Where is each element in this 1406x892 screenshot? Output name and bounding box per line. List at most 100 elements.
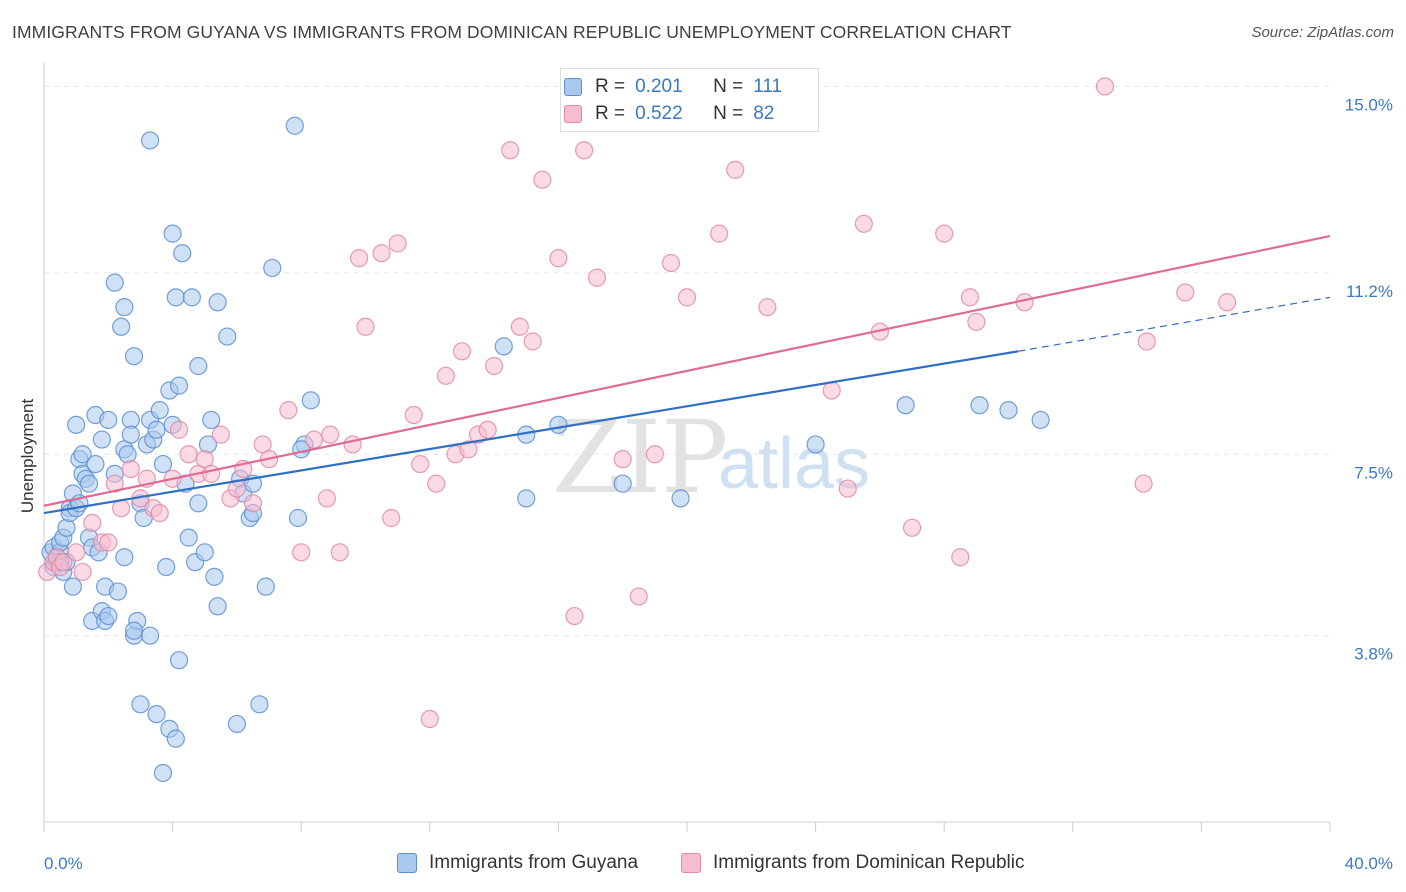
point-dominican-75 bbox=[951, 548, 970, 567]
point-dominican-76 bbox=[960, 288, 980, 307]
trend-line-dominican bbox=[43, 234, 1331, 507]
point-dominican-43 bbox=[411, 454, 430, 474]
point-guyana-71 bbox=[173, 244, 192, 263]
point-guyana-21 bbox=[73, 445, 92, 464]
point-dominican-74 bbox=[935, 224, 954, 243]
point-guyana-99 bbox=[494, 337, 513, 356]
series-dominican bbox=[38, 77, 1237, 729]
point-dominican-82 bbox=[1176, 283, 1195, 302]
point-dominican-23 bbox=[211, 425, 230, 444]
grid-lines bbox=[44, 86, 1330, 637]
bottom-legend-guyana: Immigrants from Guyana bbox=[397, 852, 638, 874]
point-dominican-53 bbox=[501, 141, 520, 160]
point-dominican-77 bbox=[967, 312, 986, 331]
point-guyana-37 bbox=[108, 582, 128, 601]
point-dominican-57 bbox=[549, 249, 568, 268]
point-dominican-70 bbox=[838, 479, 857, 498]
legend-swatch-guyana bbox=[564, 78, 582, 96]
point-guyana-58 bbox=[147, 420, 166, 439]
bottom-legend-swatch-dominican bbox=[681, 853, 701, 873]
point-dominican-32 bbox=[304, 430, 324, 449]
point-dominican-51 bbox=[478, 420, 497, 439]
y-tick-label-3: 15.0% bbox=[1345, 96, 1393, 115]
legend-r-value-guyana: 0.201 bbox=[635, 76, 683, 97]
point-guyana-53 bbox=[140, 626, 160, 645]
point-guyana-76 bbox=[189, 494, 208, 513]
point-dominican-34 bbox=[321, 425, 340, 444]
y-tick-label-2: 11.2% bbox=[1346, 282, 1393, 301]
point-dominican-54 bbox=[510, 317, 529, 336]
point-guyana-107 bbox=[970, 396, 989, 415]
point-guyana-93 bbox=[263, 258, 282, 278]
point-dominican-22 bbox=[202, 464, 221, 483]
point-guyana-105 bbox=[806, 435, 825, 454]
point-dominican-56 bbox=[533, 170, 552, 189]
watermark-zip: ZIP bbox=[552, 399, 728, 516]
series-guyana bbox=[41, 116, 1050, 783]
point-guyana-101 bbox=[517, 489, 536, 508]
point-guyana-106 bbox=[896, 396, 915, 415]
point-guyana-57 bbox=[147, 705, 166, 724]
point-guyana-34 bbox=[99, 410, 118, 430]
point-dominican-30 bbox=[279, 401, 298, 420]
point-guyana-67 bbox=[166, 729, 185, 748]
point-dominican-81 bbox=[1137, 332, 1156, 351]
point-guyana-14 bbox=[63, 577, 83, 596]
point-dominican-31 bbox=[292, 543, 311, 562]
trend-line-guyana bbox=[43, 350, 1019, 515]
point-dominican-42 bbox=[404, 405, 423, 425]
point-guyana-61 bbox=[153, 763, 173, 783]
point-guyana-82 bbox=[208, 293, 227, 312]
point-dominican-40 bbox=[382, 508, 401, 528]
y-tick-label-1: 7.5% bbox=[1354, 463, 1393, 482]
point-dominican-73 bbox=[902, 518, 922, 537]
point-dominican-35 bbox=[330, 543, 349, 562]
point-guyana-66 bbox=[163, 224, 182, 243]
point-dominican-49 bbox=[459, 440, 478, 459]
point-dominican-33 bbox=[317, 489, 337, 508]
point-dominican-48 bbox=[452, 342, 472, 361]
point-dominican-79 bbox=[1095, 77, 1115, 96]
point-guyana-77 bbox=[189, 356, 208, 376]
point-dominican-67 bbox=[726, 160, 745, 179]
legend-row-guyana: R = 0.201 N = 111 bbox=[564, 74, 782, 100]
point-dominican-36 bbox=[343, 435, 362, 454]
point-dominican-19 bbox=[179, 445, 198, 464]
legend-n-label: N = bbox=[713, 103, 744, 124]
tick-labels: 3.8% 7.5% 11.2% 15.0% 0.0% 40.0% bbox=[44, 96, 1393, 873]
point-dominican-41 bbox=[388, 234, 407, 253]
point-dominican-58 bbox=[565, 606, 584, 626]
point-dominican-37 bbox=[349, 249, 369, 268]
point-guyana-49 bbox=[131, 695, 150, 714]
bottom-legend-label-guyana: Immigrants from Guyana bbox=[429, 852, 639, 873]
point-guyana-97 bbox=[301, 391, 320, 410]
point-dominican-10 bbox=[105, 474, 124, 493]
point-dominican-44 bbox=[420, 709, 439, 729]
point-guyana-70 bbox=[169, 376, 189, 395]
legend-r-label: R = bbox=[595, 76, 626, 97]
point-guyana-46 bbox=[115, 298, 134, 317]
point-dominican-39 bbox=[372, 244, 391, 263]
point-guyana-94 bbox=[285, 116, 304, 135]
point-guyana-85 bbox=[227, 714, 246, 734]
point-guyana-10 bbox=[57, 518, 76, 537]
point-guyana-74 bbox=[182, 288, 201, 307]
data-points bbox=[38, 77, 1237, 783]
point-dominican-18 bbox=[169, 420, 189, 439]
trend-lines bbox=[43, 234, 1331, 515]
axes bbox=[43, 62, 1331, 832]
point-guyana-26 bbox=[86, 454, 105, 474]
point-dominican-60 bbox=[587, 268, 607, 287]
point-dominican-59 bbox=[575, 141, 594, 160]
bottom-legend-swatch-guyana bbox=[397, 853, 417, 873]
point-dominican-46 bbox=[436, 366, 455, 385]
point-dominican-6 bbox=[73, 562, 92, 582]
legend-row-dominican: R = 0.522 N = 82 bbox=[564, 101, 774, 127]
point-guyana-22 bbox=[79, 474, 99, 493]
point-dominican-12 bbox=[121, 459, 140, 479]
point-dominican-71 bbox=[854, 214, 873, 233]
point-guyana-103 bbox=[613, 474, 632, 493]
point-dominican-64 bbox=[661, 253, 681, 273]
y-axis-label: Unemployment bbox=[18, 398, 37, 514]
